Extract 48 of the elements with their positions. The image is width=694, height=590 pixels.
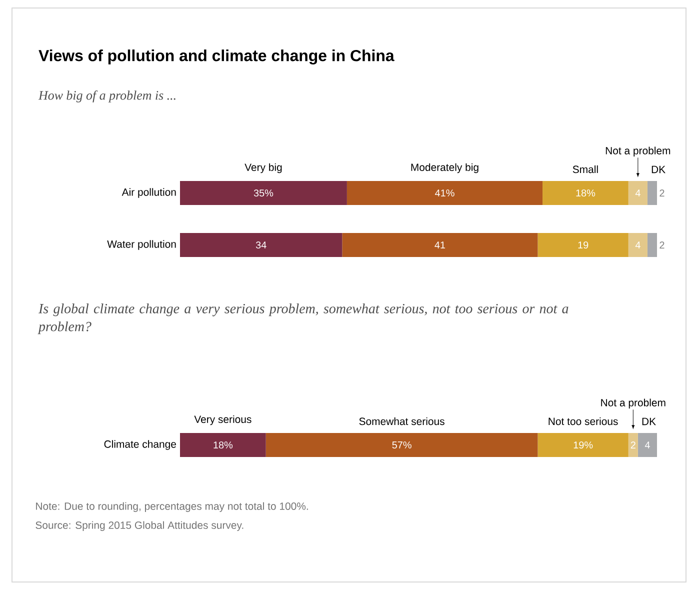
series-label: Moderately big [411,163,478,174]
data-label: 34 [256,241,266,249]
bar [647,233,658,258]
bar [542,181,628,206]
series-label: DK [642,418,656,426]
data-label: 41% [435,190,454,196]
series-label: Small [572,165,598,174]
data-label: 18% [576,189,596,197]
bar [628,233,648,258]
bar [647,181,658,206]
bar [628,181,648,206]
data-label: 35% [254,189,274,197]
text: Note: Due to rounding, percentages may not total to 100%. [36,502,308,512]
data-label: 18% [214,441,233,449]
chart-subtitle: How big of a problem is ... [38,90,176,102]
bar [538,233,628,258]
y-tick-label: Water pollution [107,240,176,250]
bar [266,433,538,458]
series-label: Not too serious [548,417,618,426]
series-label: Very big [244,163,282,174]
series-label: Somewhat serious [359,417,444,426]
text: Not a problem [601,398,666,408]
y-tick-label: Climate change [104,440,176,450]
bar [180,233,342,258]
data-label: 4 [635,242,640,248]
series-label: Very serious [194,415,252,426]
data-label: 19% [574,441,593,449]
y-tick-label: Air pollution [122,188,176,198]
bar [346,181,543,206]
data-label: 2 [660,190,664,196]
chart-title: Is global climate change a very serious problem, somewhat serious, not too serious or not a problem? [38,304,568,334]
data-label: 2 [660,242,664,248]
text: Not a problem [606,146,670,156]
data-label: 19 [578,241,588,249]
bar [180,181,347,206]
bar [342,233,538,258]
bar [628,433,638,458]
series-label: DK [652,166,666,174]
data-label: 4 [635,190,640,196]
bar [538,433,628,458]
data-label: 4 [644,442,650,448]
data-label: 2 [630,442,636,448]
bar [638,433,658,458]
bar [180,433,266,458]
chart-title: Views of pollution and climate change in China [38,50,394,64]
data-label: 41 [434,242,446,248]
data-label: 57% [392,441,412,449]
source-note: Source: Spring 2015 Global Attitudes survey. [36,521,244,531]
